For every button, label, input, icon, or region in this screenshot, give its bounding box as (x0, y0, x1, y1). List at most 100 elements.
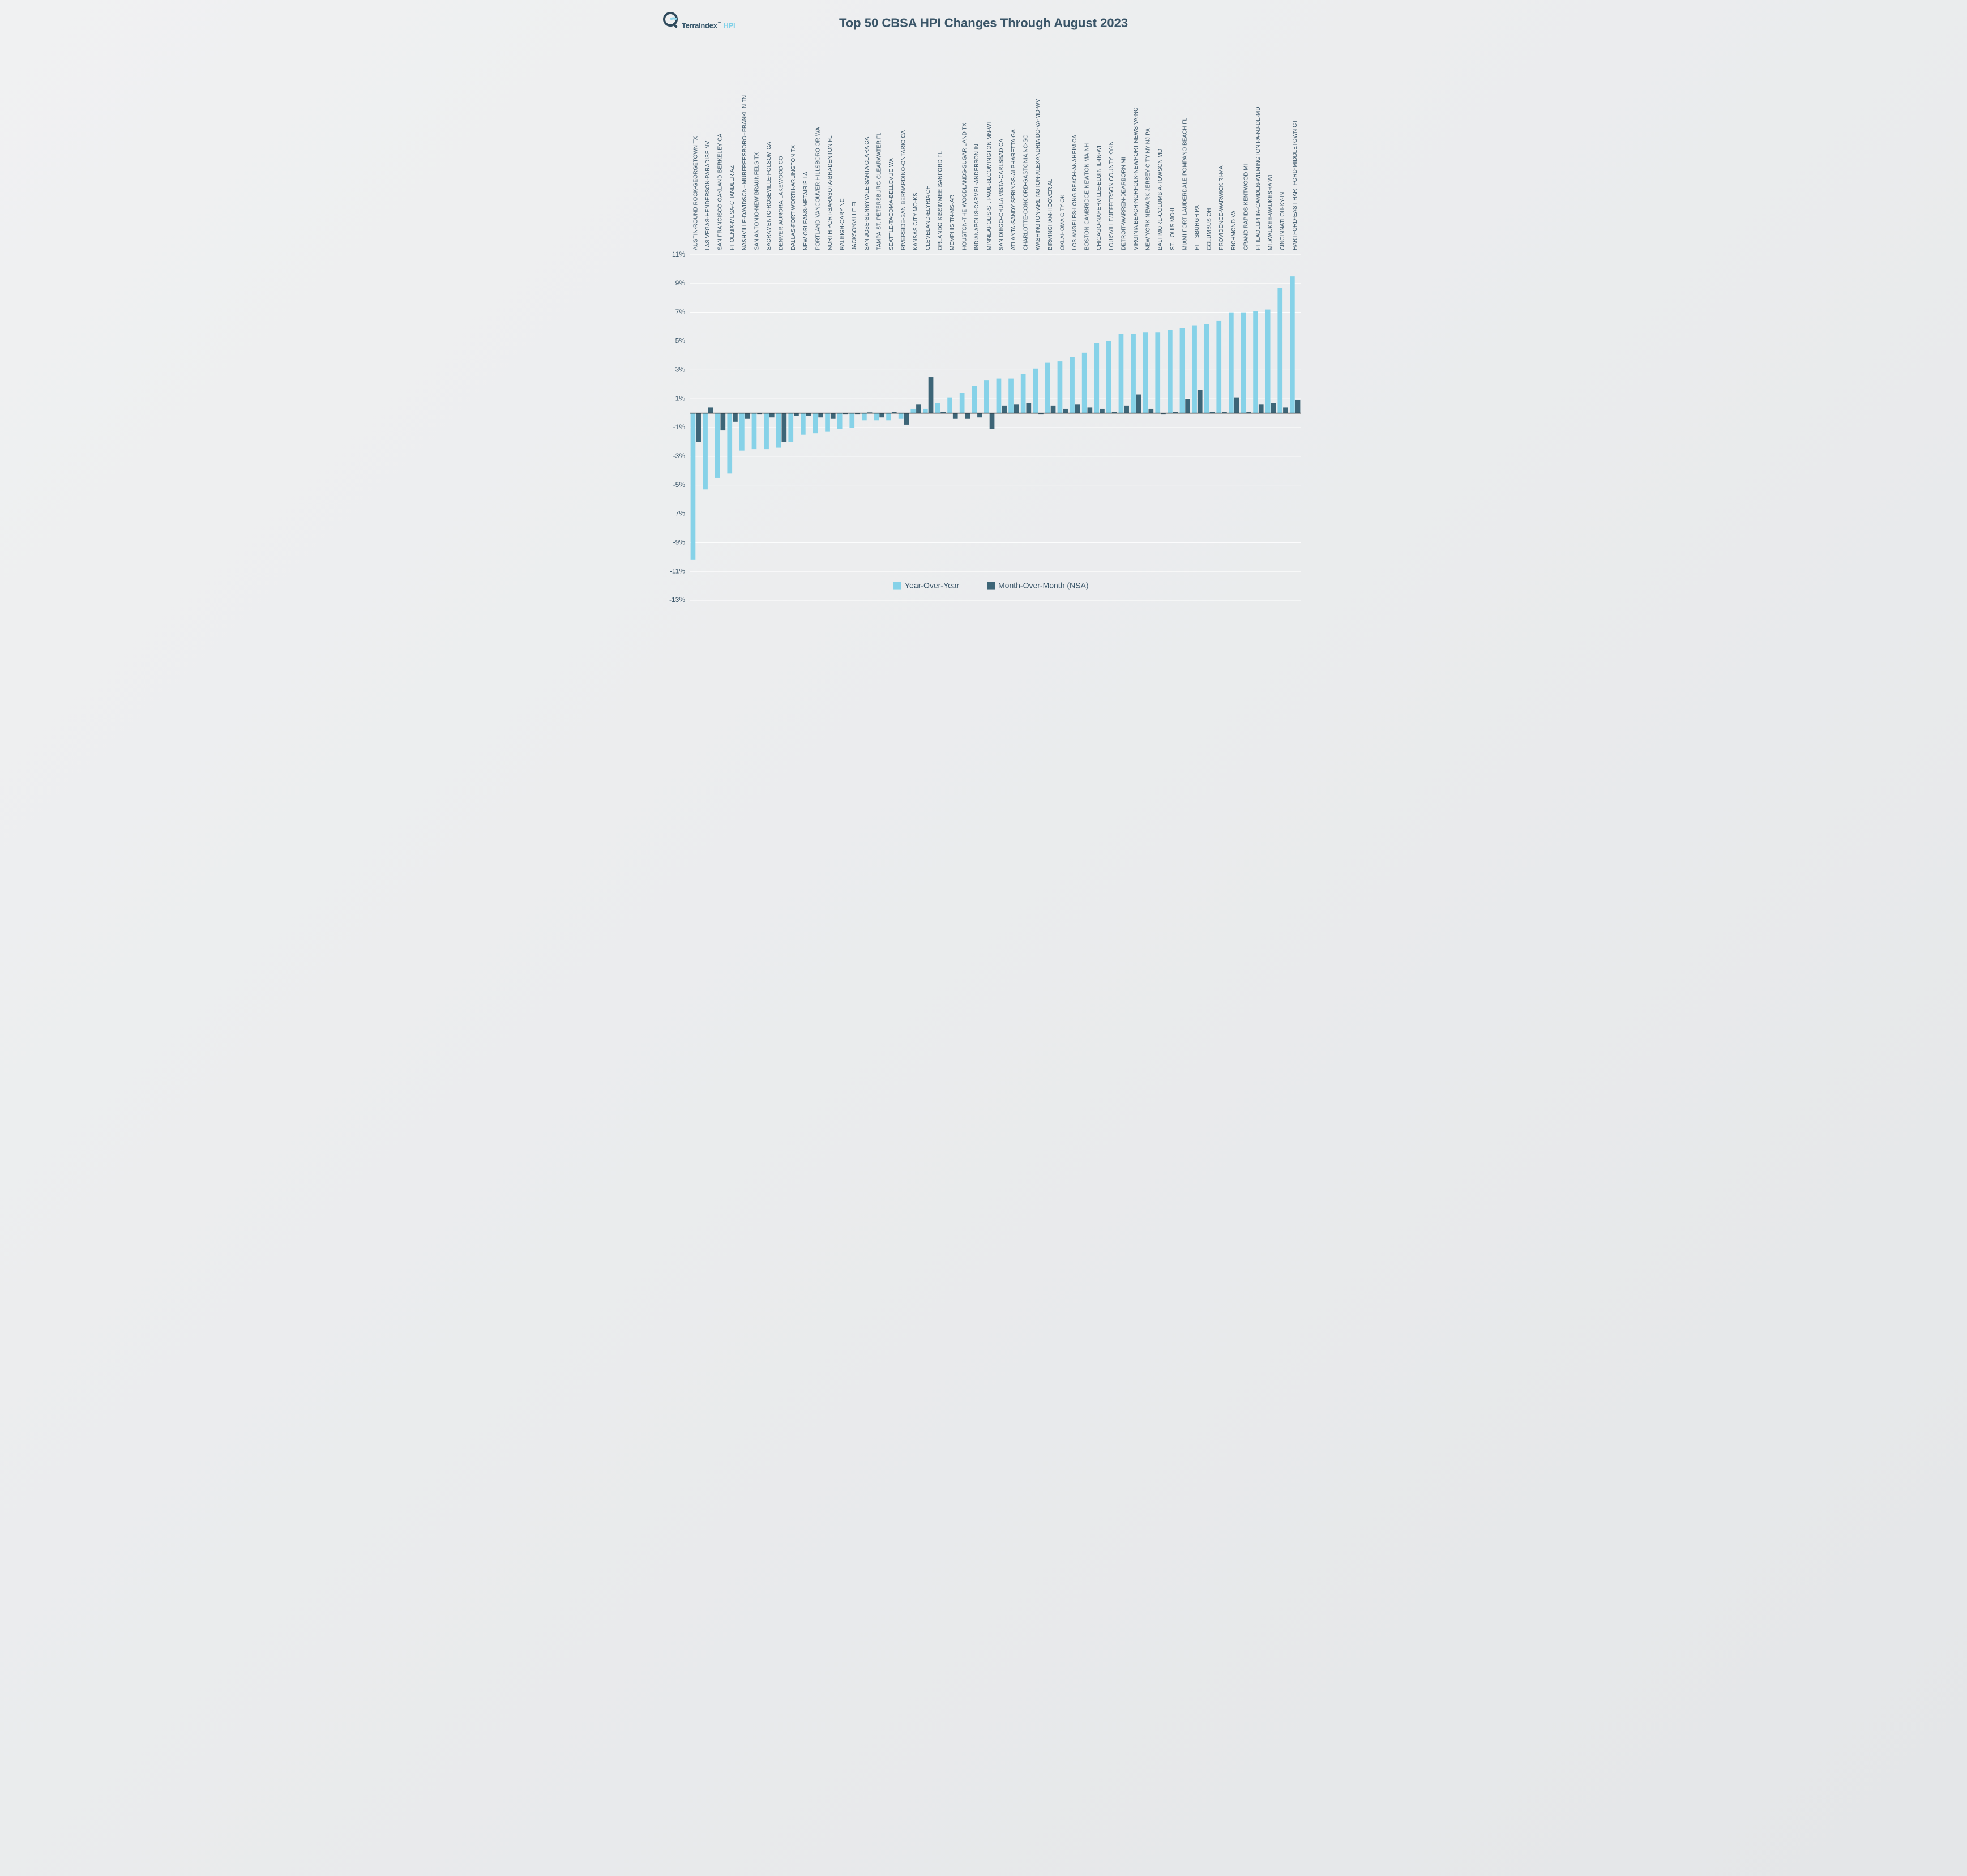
bar (782, 413, 787, 442)
bar (879, 413, 884, 418)
legend-swatch (893, 582, 901, 590)
bar (1063, 409, 1068, 413)
bar (1229, 313, 1234, 413)
category-label: SAN ANTONIO-NEW BRAUNFELS TX (754, 152, 760, 250)
bar (947, 398, 952, 413)
category-label: ST. LOUIS MO-IL (1170, 206, 1176, 250)
bar (1192, 326, 1197, 413)
y-axis-label: -1% (673, 423, 686, 431)
chart-svg: -13%-11%-9%-7%-5%-3%-1%1%3%5%7%9%11%AUST… (656, 40, 1311, 629)
category-label: RICHMOND VA (1231, 210, 1237, 250)
bar (984, 380, 989, 413)
category-label: HARTFORD-EAST HARTFORD-MIDDLETOWN CT (1292, 120, 1298, 250)
y-axis-label: 9% (675, 279, 686, 287)
bar (899, 413, 904, 419)
bar (1253, 311, 1258, 413)
bar (1149, 409, 1154, 413)
category-label: BALTIMORE-COLUMBIA-TOWSON MD (1157, 149, 1164, 250)
bar (1082, 353, 1087, 413)
bar (1295, 400, 1301, 413)
bar (769, 413, 775, 418)
category-label: PORTLAND-VANCOUVER-HILLSBORO OR-WA (815, 127, 821, 250)
category-label: CLEVELAND-ELYRIA OH (925, 185, 931, 250)
bar (1124, 406, 1129, 413)
bar (715, 413, 720, 478)
bar (1277, 288, 1282, 413)
bar (886, 413, 891, 421)
category-label: CHICAGO-NAPERVILLE-ELGIN IL-IN-WI (1096, 146, 1102, 250)
bar (794, 413, 799, 416)
bar (910, 409, 916, 413)
category-label: PITTSBURGH PA (1194, 205, 1200, 250)
bar (1075, 404, 1080, 413)
category-label: GRAND RAPIDS-KENTWOOD MI (1243, 164, 1249, 250)
bar (1136, 395, 1141, 413)
bar (1088, 407, 1093, 413)
category-label: WASHINGTON-ARLINGTON-ALEXANDRIA DC-VA-MD… (1035, 99, 1041, 250)
bar (1131, 334, 1136, 413)
category-label: NEW YORK-NEWARK-JERSEY CITY NY-NJ-PA (1145, 128, 1152, 250)
bar (1014, 404, 1019, 413)
category-label: SAN JOSE-SUNNYVALE-SANTA CLARA CA (864, 136, 870, 250)
bar (1100, 409, 1105, 413)
y-axis-label: 11% (672, 250, 685, 258)
bar (1168, 330, 1173, 413)
category-label: MIAMI-FORT LAUDERDALE-POMPANO BEACH FL (1182, 118, 1188, 250)
bar (721, 413, 726, 431)
y-axis-label: -5% (673, 481, 686, 489)
bar (788, 413, 793, 442)
bar (1155, 332, 1160, 413)
category-label: SAN FRANCISCO-OAKLAND-BERKELEY CA (717, 134, 724, 250)
category-label: KANSAS CITY MO-KS (913, 193, 919, 250)
category-label: COLUMBUS OH (1207, 208, 1213, 250)
category-label: BOSTON-CAMBRIDGE-NEWTON MA-NH (1084, 143, 1091, 250)
bar (776, 413, 781, 448)
legend: Year-Over-YearMonth-Over-Month (NSA) (893, 580, 1088, 589)
bar (862, 413, 867, 421)
bar (929, 377, 934, 413)
bar (801, 413, 806, 435)
legend-swatch (987, 582, 995, 590)
bar (837, 413, 843, 429)
bar (1271, 403, 1276, 413)
bar (1033, 369, 1038, 413)
bar (1070, 357, 1075, 413)
category-label: PHOENIX-MESA-CHANDLER AZ (729, 165, 736, 250)
category-label: CHARLOTTE-CONCORD-GASTONIA NC-SC (1023, 135, 1029, 250)
bar (1106, 341, 1111, 413)
bar (739, 413, 745, 451)
bar (1045, 363, 1050, 413)
category-label: RIVERSIDE-SAN BERNARDINO-ONTARIO CA (901, 130, 907, 250)
y-axis-label: 3% (675, 366, 686, 374)
bar (953, 413, 958, 419)
category-label: NORTH PORT-SARASOTA-BRADENTON FL (827, 135, 833, 250)
bar (1259, 404, 1264, 413)
category-label: ORLANDO-KISSIMMEE-SANFORD FL (937, 151, 943, 250)
category-label: PROVIDENCE-WARWICK RI-MA (1218, 165, 1225, 250)
bar (1241, 313, 1246, 413)
category-label: DALLAS-FORT WORTH-ARLINGTON TX (790, 145, 797, 250)
bar (831, 413, 836, 419)
bar (923, 409, 928, 413)
y-axis-label: -9% (673, 539, 686, 546)
bar (1265, 310, 1271, 413)
bar (874, 413, 879, 421)
bar (1290, 276, 1295, 413)
bar (1185, 399, 1190, 413)
bar (997, 379, 1002, 413)
bar (752, 413, 757, 450)
bar (696, 413, 701, 442)
category-label: CINCINNATI OH-KY-IN (1280, 192, 1286, 250)
bar (825, 413, 830, 432)
y-axis-label: 1% (675, 394, 686, 402)
category-label: INDIANAPOLIS-CARMEL-ANDERSON IN (974, 144, 980, 250)
bar (764, 413, 769, 450)
bar (708, 407, 713, 413)
bar (916, 404, 921, 413)
bar (818, 413, 823, 418)
bar (977, 413, 982, 418)
bar (1002, 406, 1007, 413)
bar (733, 413, 738, 422)
category-label: LOUISVILLE/JEFFERSON COUNTY KY-IN (1109, 141, 1115, 250)
bar (1283, 407, 1288, 413)
